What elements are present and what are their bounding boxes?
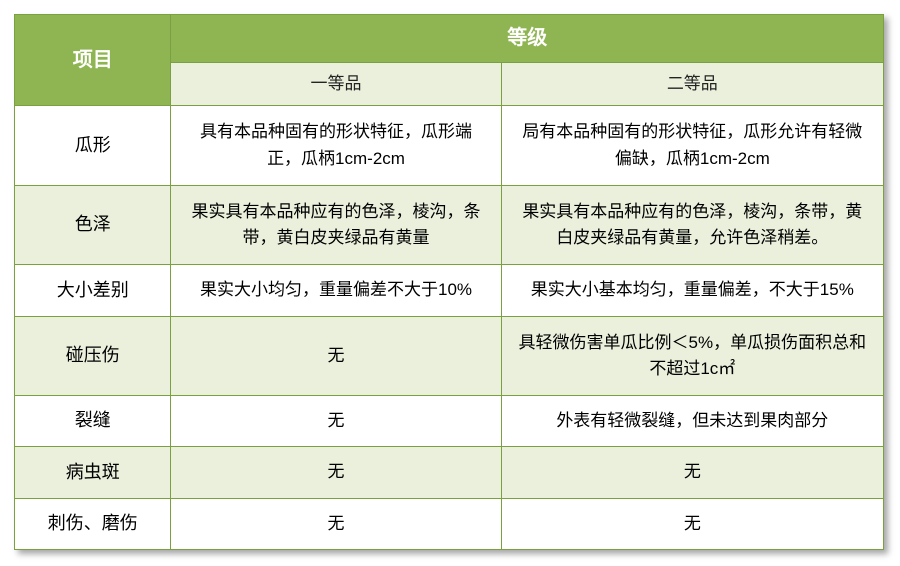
row-grade1: 果实大小均匀，重量偏差不大于10% (171, 265, 501, 316)
row-label: 色泽 (15, 185, 171, 265)
table-body: 瓜形具有本品种固有的形状特征，瓜形端正，瓜柄1cm-2cm局有本品种固有的形状特… (15, 106, 884, 550)
table-row: 碰压伤无具轻微伤害单瓜比例＜5%，单瓜损伤面积总和不超过1c㎡ (15, 316, 884, 396)
row-label: 裂缝 (15, 396, 171, 447)
table-sheet: { "colors": { "header_bg": "#8fb452", "h… (14, 14, 884, 550)
row-grade2: 无 (501, 447, 883, 498)
row-grade2: 局有本品种固有的形状特征，瓜形允许有轻微偏缺，瓜柄1cm-2cm (501, 106, 883, 186)
row-grade2: 具轻微伤害单瓜比例＜5%，单瓜损伤面积总和不超过1c㎡ (501, 316, 883, 396)
row-label: 瓜形 (15, 106, 171, 186)
table-row: 色泽果实具有本品种应有的色泽，棱沟，条带，黄白皮夹绿品有黄量果实具有本品种应有的… (15, 185, 884, 265)
table-row: 瓜形具有本品种固有的形状特征，瓜形端正，瓜柄1cm-2cm局有本品种固有的形状特… (15, 106, 884, 186)
row-grade2: 果实具有本品种应有的色泽，棱沟，条带，黄白皮夹绿品有黄量，允许色泽稍差。 (501, 185, 883, 265)
table-row: 大小差别果实大小均匀，重量偏差不大于10%果实大小基本均匀，重量偏差，不大于15… (15, 265, 884, 316)
header-grade: 等级 (171, 15, 884, 63)
row-grade2: 外表有轻微裂缝，但未达到果肉部分 (501, 396, 883, 447)
row-grade1: 果实具有本品种应有的色泽，棱沟，条带，黄白皮夹绿品有黄量 (171, 185, 501, 265)
table-row: 裂缝无外表有轻微裂缝，但未达到果肉部分 (15, 396, 884, 447)
table-row: 刺伤、磨伤无无 (15, 498, 884, 549)
row-grade1: 无 (171, 396, 501, 447)
row-grade1: 具有本品种固有的形状特征，瓜形端正，瓜柄1cm-2cm (171, 106, 501, 186)
row-grade1: 无 (171, 316, 501, 396)
row-label: 刺伤、磨伤 (15, 498, 171, 549)
table-row: 病虫斑无无 (15, 447, 884, 498)
header-grade1: 一等品 (171, 63, 501, 106)
row-grade2: 无 (501, 498, 883, 549)
row-label: 大小差别 (15, 265, 171, 316)
grade-table: 项目 等级 一等品 二等品 瓜形具有本品种固有的形状特征，瓜形端正，瓜柄1cm-… (14, 14, 884, 550)
row-grade2: 果实大小基本均匀，重量偏差，不大于15% (501, 265, 883, 316)
page-container: { "colors": { "header_bg": "#8fb452", "h… (0, 0, 900, 566)
header-project: 项目 (15, 15, 171, 106)
row-grade1: 无 (171, 447, 501, 498)
header-grade2: 二等品 (501, 63, 883, 106)
row-label: 病虫斑 (15, 447, 171, 498)
row-label: 碰压伤 (15, 316, 171, 396)
row-grade1: 无 (171, 498, 501, 549)
